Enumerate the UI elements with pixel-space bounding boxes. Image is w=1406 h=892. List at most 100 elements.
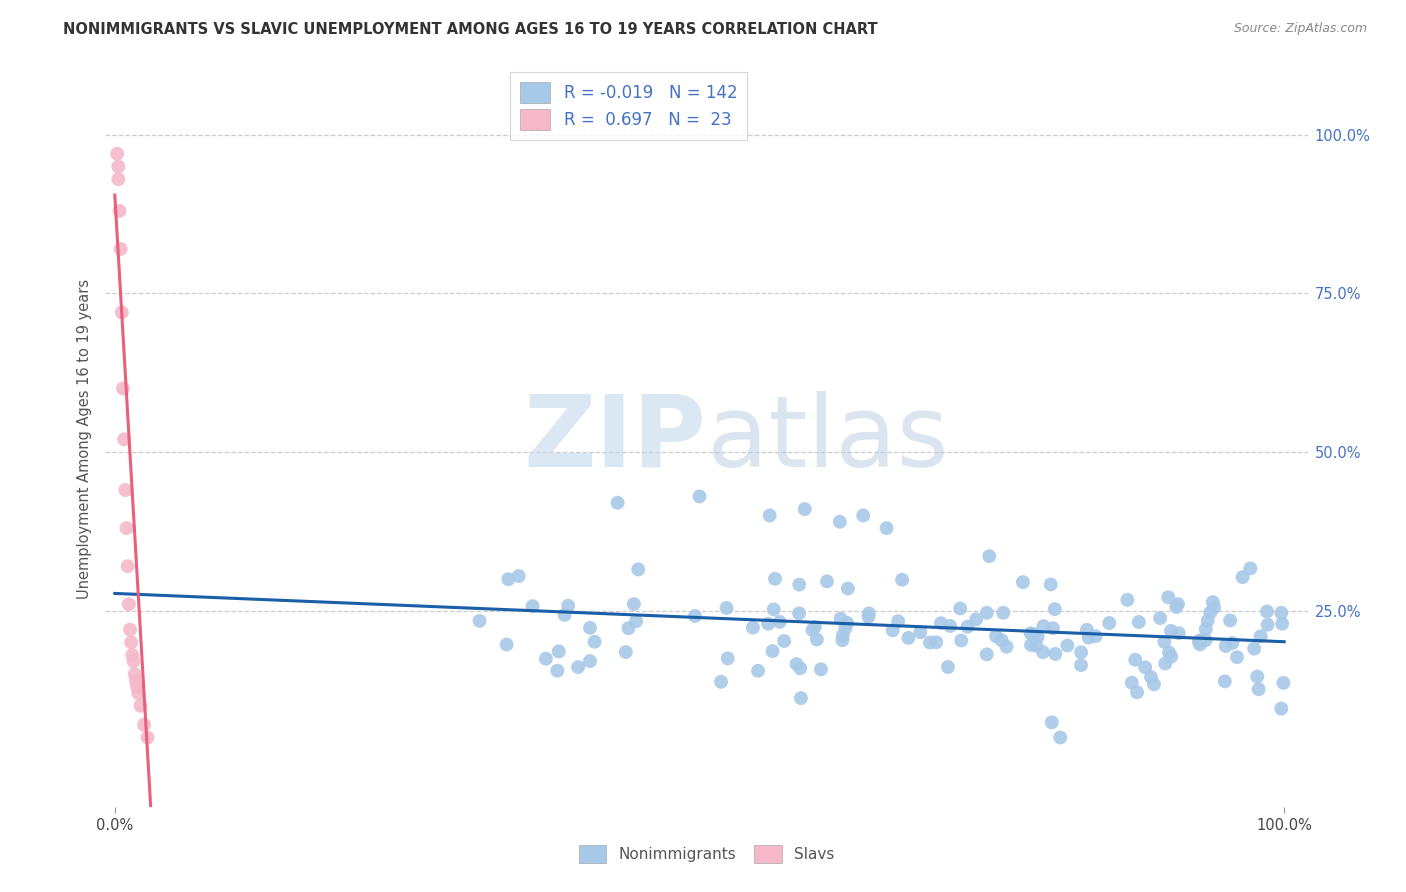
- Point: [117, 559, 139, 574]
- Point: [1154, 657, 1177, 671]
- Point: [1116, 592, 1139, 607]
- Point: [1188, 635, 1211, 649]
- Point: [1043, 602, 1066, 616]
- Point: [761, 644, 783, 658]
- Point: [990, 633, 1012, 648]
- Point: [508, 569, 530, 583]
- Point: [468, 614, 491, 628]
- Point: [579, 621, 602, 635]
- Point: [105, 146, 128, 161]
- Point: [1022, 627, 1045, 641]
- Point: [1019, 638, 1042, 652]
- Point: [127, 686, 149, 700]
- Point: [606, 496, 628, 510]
- Point: [557, 599, 579, 613]
- Point: [1032, 619, 1054, 633]
- Point: [1070, 658, 1092, 673]
- Point: [984, 629, 1007, 643]
- Point: [1040, 715, 1063, 730]
- Point: [1247, 682, 1270, 697]
- Point: [547, 644, 569, 658]
- Point: [1019, 626, 1042, 640]
- Point: [1077, 631, 1099, 645]
- Point: [125, 673, 148, 688]
- Point: [830, 612, 852, 626]
- Point: [891, 573, 914, 587]
- Point: [1202, 595, 1225, 609]
- Point: [112, 433, 135, 447]
- Point: [716, 601, 738, 615]
- Point: [614, 645, 637, 659]
- Point: [1219, 614, 1241, 628]
- Point: [1039, 577, 1062, 591]
- Point: [882, 624, 904, 638]
- Point: [925, 635, 948, 649]
- Point: [579, 654, 602, 668]
- Point: [132, 718, 155, 732]
- Point: [623, 597, 645, 611]
- Point: [1128, 615, 1150, 629]
- Point: [1045, 647, 1067, 661]
- Point: [1070, 645, 1092, 659]
- Point: [786, 657, 808, 671]
- Point: [858, 607, 880, 621]
- Point: [121, 648, 143, 662]
- Point: [1270, 606, 1292, 620]
- Point: [1246, 670, 1268, 684]
- Point: [976, 606, 998, 620]
- Point: [993, 606, 1015, 620]
- Point: [793, 502, 815, 516]
- Point: [129, 698, 152, 713]
- Point: [876, 521, 898, 535]
- Point: [1204, 600, 1226, 615]
- Point: [683, 609, 706, 624]
- Point: [689, 490, 711, 504]
- Point: [118, 623, 141, 637]
- Point: [773, 634, 796, 648]
- Point: [1056, 639, 1078, 653]
- Point: [956, 620, 979, 634]
- Point: [136, 731, 159, 745]
- Point: [804, 620, 827, 634]
- Point: [717, 651, 740, 665]
- Point: [1197, 614, 1219, 628]
- Point: [852, 508, 875, 523]
- Point: [1243, 641, 1265, 656]
- Point: [1215, 639, 1237, 653]
- Point: [115, 521, 138, 535]
- Point: [1157, 646, 1180, 660]
- Point: [1123, 653, 1146, 667]
- Point: [1076, 623, 1098, 637]
- Point: [710, 674, 733, 689]
- Point: [1226, 650, 1249, 665]
- Point: [107, 172, 129, 186]
- Point: [756, 616, 779, 631]
- Text: Source: ZipAtlas.com: Source: ZipAtlas.com: [1233, 22, 1367, 36]
- Point: [810, 662, 832, 676]
- Point: [858, 610, 880, 624]
- Point: [111, 305, 134, 319]
- Point: [1272, 676, 1295, 690]
- Point: [498, 572, 520, 586]
- Point: [815, 574, 838, 589]
- Point: [583, 634, 606, 648]
- Point: [554, 607, 576, 622]
- Point: [1026, 630, 1049, 644]
- Point: [918, 635, 941, 649]
- Point: [120, 635, 142, 649]
- Point: [1257, 617, 1279, 632]
- Point: [828, 515, 851, 529]
- Point: [125, 680, 148, 694]
- Point: [1042, 621, 1064, 635]
- Point: [1232, 570, 1254, 584]
- Point: [1195, 622, 1218, 636]
- Point: [787, 577, 810, 591]
- Point: [1084, 629, 1107, 643]
- Point: [834, 621, 856, 635]
- Point: [1166, 599, 1188, 614]
- Point: [949, 601, 972, 615]
- Point: [1256, 604, 1278, 618]
- Point: [124, 667, 146, 681]
- Point: [1213, 674, 1236, 689]
- Point: [806, 632, 828, 647]
